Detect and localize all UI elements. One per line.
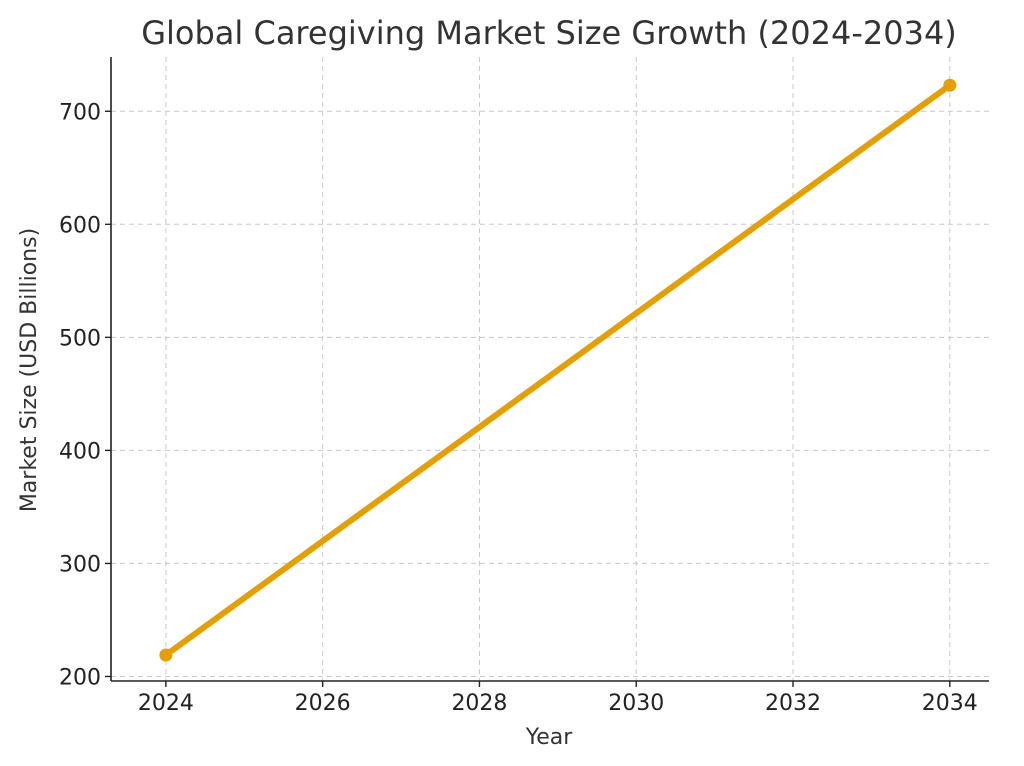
data-point: [943, 78, 957, 92]
series-layer: [159, 78, 957, 662]
y-tick-label: 600: [59, 213, 101, 238]
data-point: [159, 648, 173, 662]
y-tick-label: 700: [59, 100, 101, 125]
x-tick-label: 2024: [138, 691, 194, 716]
x-axis-label: Year: [525, 725, 574, 750]
y-tick-label: 300: [59, 552, 101, 577]
x-tick-label: 2032: [765, 691, 821, 716]
y-tick-label: 500: [59, 326, 101, 351]
series-line: [162, 82, 953, 658]
axes: [105, 57, 989, 687]
tick-labels: 2024 2026 2028 2030 2032 2034 200 300 400 500 600 7…: [59, 100, 978, 716]
x-tick-label: 2030: [608, 691, 664, 716]
y-tick-label: 200: [59, 665, 101, 690]
grid: [111, 57, 989, 681]
x-tick-label: 2026: [295, 691, 351, 716]
x-tick-label: 2034: [922, 691, 978, 716]
y-tick-label: 400: [59, 439, 101, 464]
y-axis-label: Market Size (USD Billions): [17, 228, 42, 512]
x-tick-label: 2028: [451, 691, 507, 716]
chart-title: Global Caregiving Market Size Growth (20…: [141, 14, 957, 52]
